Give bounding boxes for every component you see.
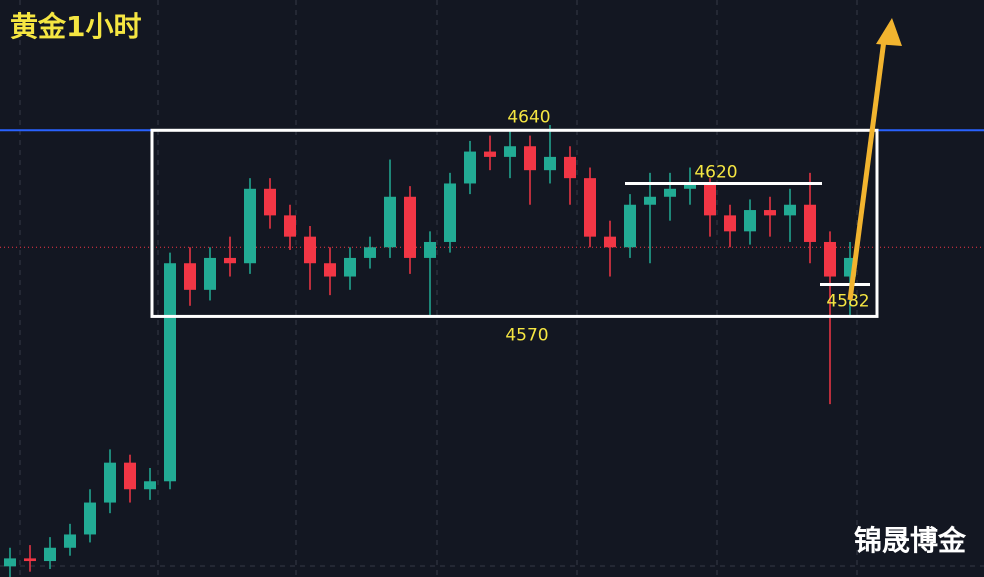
chart-title: 黄金1小时	[10, 10, 141, 43]
candle-body	[604, 236, 616, 248]
plot: 4640 4620 4570 4582	[0, 107, 984, 577]
arrow-shaft	[847, 39, 887, 301]
candle-body	[764, 210, 776, 216]
candle-body	[164, 263, 176, 482]
candle-body	[44, 547, 56, 562]
candle-body	[444, 183, 456, 242]
candle-body	[124, 462, 136, 490]
candle-body	[424, 241, 436, 258]
candle-body	[504, 146, 516, 157]
candle-body	[84, 502, 96, 535]
candle-body	[24, 558, 36, 562]
candle-body	[384, 196, 396, 248]
candle-body	[804, 204, 816, 242]
candle-body	[664, 188, 676, 197]
candle-body	[204, 257, 216, 290]
range-box	[150, 128, 879, 318]
watermark: 锦晟博金	[854, 524, 967, 557]
candle-body	[624, 204, 636, 248]
candle-body	[464, 151, 476, 184]
candle-body	[704, 183, 716, 216]
candle-body	[4, 558, 16, 567]
arrow-head	[876, 18, 902, 46]
candle-body	[224, 257, 236, 264]
candle-body	[564, 156, 576, 179]
candle-body	[644, 196, 656, 205]
level-label: 4640	[507, 107, 550, 127]
candle-body	[284, 215, 296, 237]
level-label: 4570	[505, 325, 548, 345]
candle-body	[824, 241, 836, 277]
candle-body	[584, 178, 596, 237]
candle-body	[344, 257, 356, 277]
candle-body	[684, 183, 696, 189]
candle-body	[484, 151, 496, 157]
candle-body	[104, 462, 116, 503]
candle-body	[244, 188, 256, 264]
candle-body	[184, 263, 196, 290]
level-label: 4620	[694, 162, 737, 182]
candle-body	[264, 188, 276, 216]
level-label: 4582	[826, 292, 869, 312]
candle-body	[144, 481, 156, 490]
candle-body	[64, 534, 76, 548]
arrow	[847, 18, 902, 301]
candle-body	[404, 196, 416, 258]
candle-body	[724, 215, 736, 232]
candle-body	[544, 156, 556, 171]
candle-body	[784, 204, 796, 216]
candle-body	[324, 263, 336, 277]
candle-body	[524, 146, 536, 171]
candle-body	[304, 236, 316, 264]
candle-body	[744, 210, 756, 232]
candle-body	[364, 247, 376, 258]
